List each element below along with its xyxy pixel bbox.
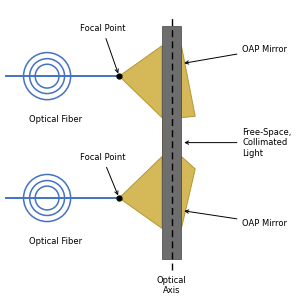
Text: Optical Fiber: Optical Fiber	[29, 237, 82, 246]
Text: OAP Mirror: OAP Mirror	[185, 45, 287, 64]
Polygon shape	[119, 157, 162, 229]
Bar	[162, 26, 182, 259]
Text: Optical Fiber: Optical Fiber	[29, 115, 82, 124]
Polygon shape	[182, 46, 195, 118]
Polygon shape	[162, 116, 182, 169]
Text: Optical
Axis: Optical Axis	[157, 276, 187, 295]
Text: Free-Space,
Collimated
Light: Free-Space, Collimated Light	[185, 128, 292, 158]
Text: OAP Mirror: OAP Mirror	[185, 210, 287, 228]
Polygon shape	[119, 46, 162, 118]
Text: Focal Point: Focal Point	[80, 24, 125, 73]
Polygon shape	[182, 157, 195, 229]
Text: Focal Point: Focal Point	[80, 153, 125, 194]
